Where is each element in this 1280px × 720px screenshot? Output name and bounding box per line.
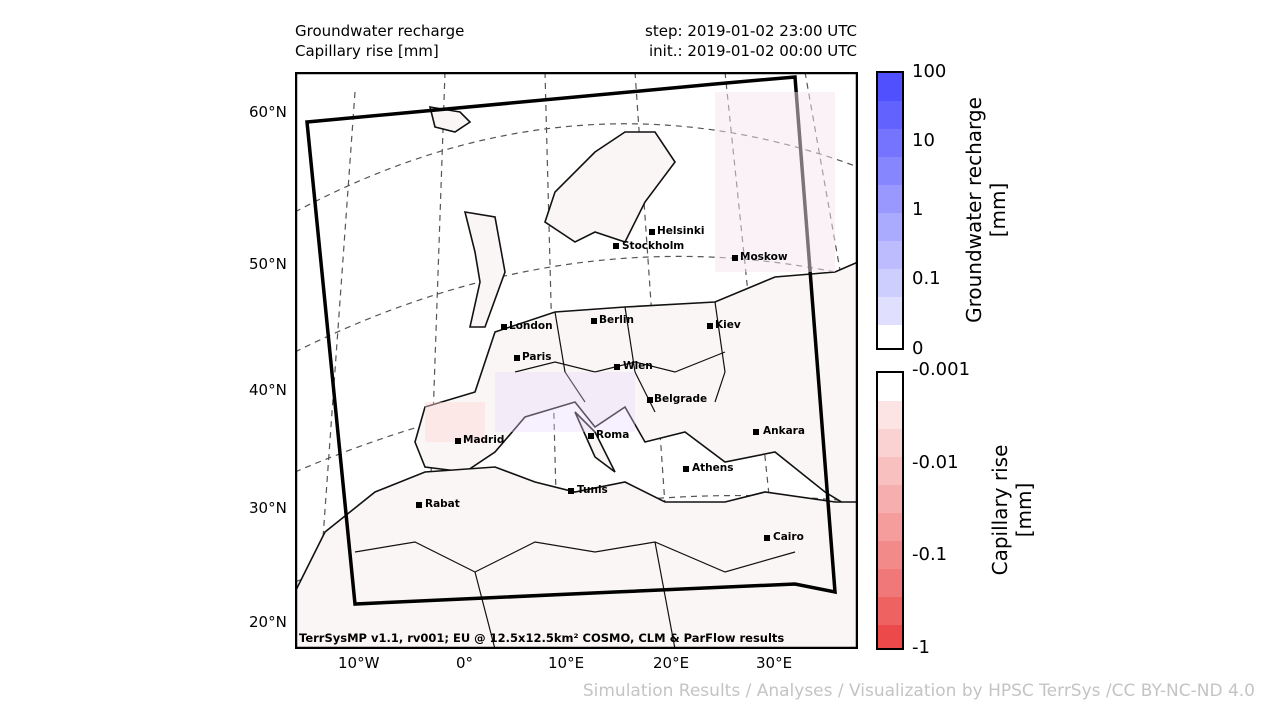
land-mass [295, 106, 858, 649]
country-borders [354, 301, 796, 649]
recharge-tick: 1 [912, 199, 924, 220]
city-label: Paris [522, 351, 552, 363]
city-label: Tunis [577, 484, 608, 496]
recharge-tick: 10 [912, 130, 935, 151]
lon-label-0: 0° [456, 654, 474, 672]
city-label: Helsinki [657, 225, 705, 237]
step-time: step: 2019-01-02 23:00 UTC [645, 22, 857, 40]
title-line-1: Groundwater recharge [295, 22, 465, 40]
recharge-colorbar [876, 71, 904, 350]
city-label: Roma [596, 429, 630, 441]
city-label: Berlin [599, 314, 634, 326]
lon-label-10e: 10°E [548, 654, 585, 672]
recharge-tick: 0 [912, 338, 924, 359]
city-label: Athens [692, 462, 734, 474]
lon-label-20e: 20°E [653, 654, 690, 672]
lon-label-30e: 30°E [756, 654, 793, 672]
grid-speckle [425, 92, 835, 442]
city-marker [416, 502, 422, 508]
city-label: Kiev [715, 319, 741, 331]
city-label: Stockholm [622, 240, 685, 252]
city-marker [732, 255, 738, 261]
title-line-2: Capillary rise [mm] [295, 42, 439, 60]
city-label: Rabat [425, 498, 460, 510]
lat-label-30n: 30°N [249, 499, 287, 517]
capillary-tick: -1 [912, 637, 930, 658]
recharge-colorbar-label: Groundwater recharge [mm] [962, 97, 1010, 323]
lon-label-10w: 10°W [338, 654, 380, 672]
model-credit: TerrSysMP v1.1, rv001; EU @ 12.5x12.5km²… [299, 631, 785, 645]
city-marker [591, 318, 597, 324]
capillary-tick: -0.01 [912, 452, 959, 473]
map-panel [295, 72, 858, 649]
city-label: London [509, 320, 553, 332]
capillary-tick: -0.1 [912, 544, 948, 565]
city-marker [568, 488, 574, 494]
city-marker [588, 433, 594, 439]
capillary-tick: -0.001 [912, 359, 971, 380]
city-marker [455, 438, 461, 444]
lat-label-60n: 60°N [249, 103, 287, 121]
city-marker [764, 535, 770, 541]
capillary-colorbar [876, 371, 904, 650]
city-label: Madrid [463, 434, 505, 446]
city-marker [514, 355, 520, 361]
recharge-tick: 0.1 [912, 268, 941, 289]
city-label: Belgrade [654, 393, 708, 405]
city-label: Moskow [740, 251, 788, 263]
city-marker [753, 429, 759, 435]
city-marker [647, 397, 653, 403]
city-label: Ankara [763, 425, 805, 437]
domain-boundary [305, 75, 837, 606]
lat-label-50n: 50°N [249, 255, 287, 273]
city-marker [707, 323, 713, 329]
city-marker [649, 229, 655, 235]
city-marker [613, 243, 619, 249]
city-label: Wien [623, 360, 653, 372]
recharge-tick: 100 [912, 61, 947, 82]
city-label: Cairo [773, 531, 804, 543]
city-marker [683, 466, 689, 472]
lat-label-20n: 20°N [249, 613, 287, 631]
city-marker [614, 364, 620, 370]
capillary-colorbar-label: Capillary rise [mm] [988, 444, 1036, 576]
init-time: init.: 2019-01-02 00:00 UTC [649, 42, 857, 60]
footer-attribution: Simulation Results / Analyses / Visualiz… [582, 681, 1255, 701]
lat-label-40n: 40°N [249, 381, 287, 399]
city-marker [501, 324, 507, 330]
